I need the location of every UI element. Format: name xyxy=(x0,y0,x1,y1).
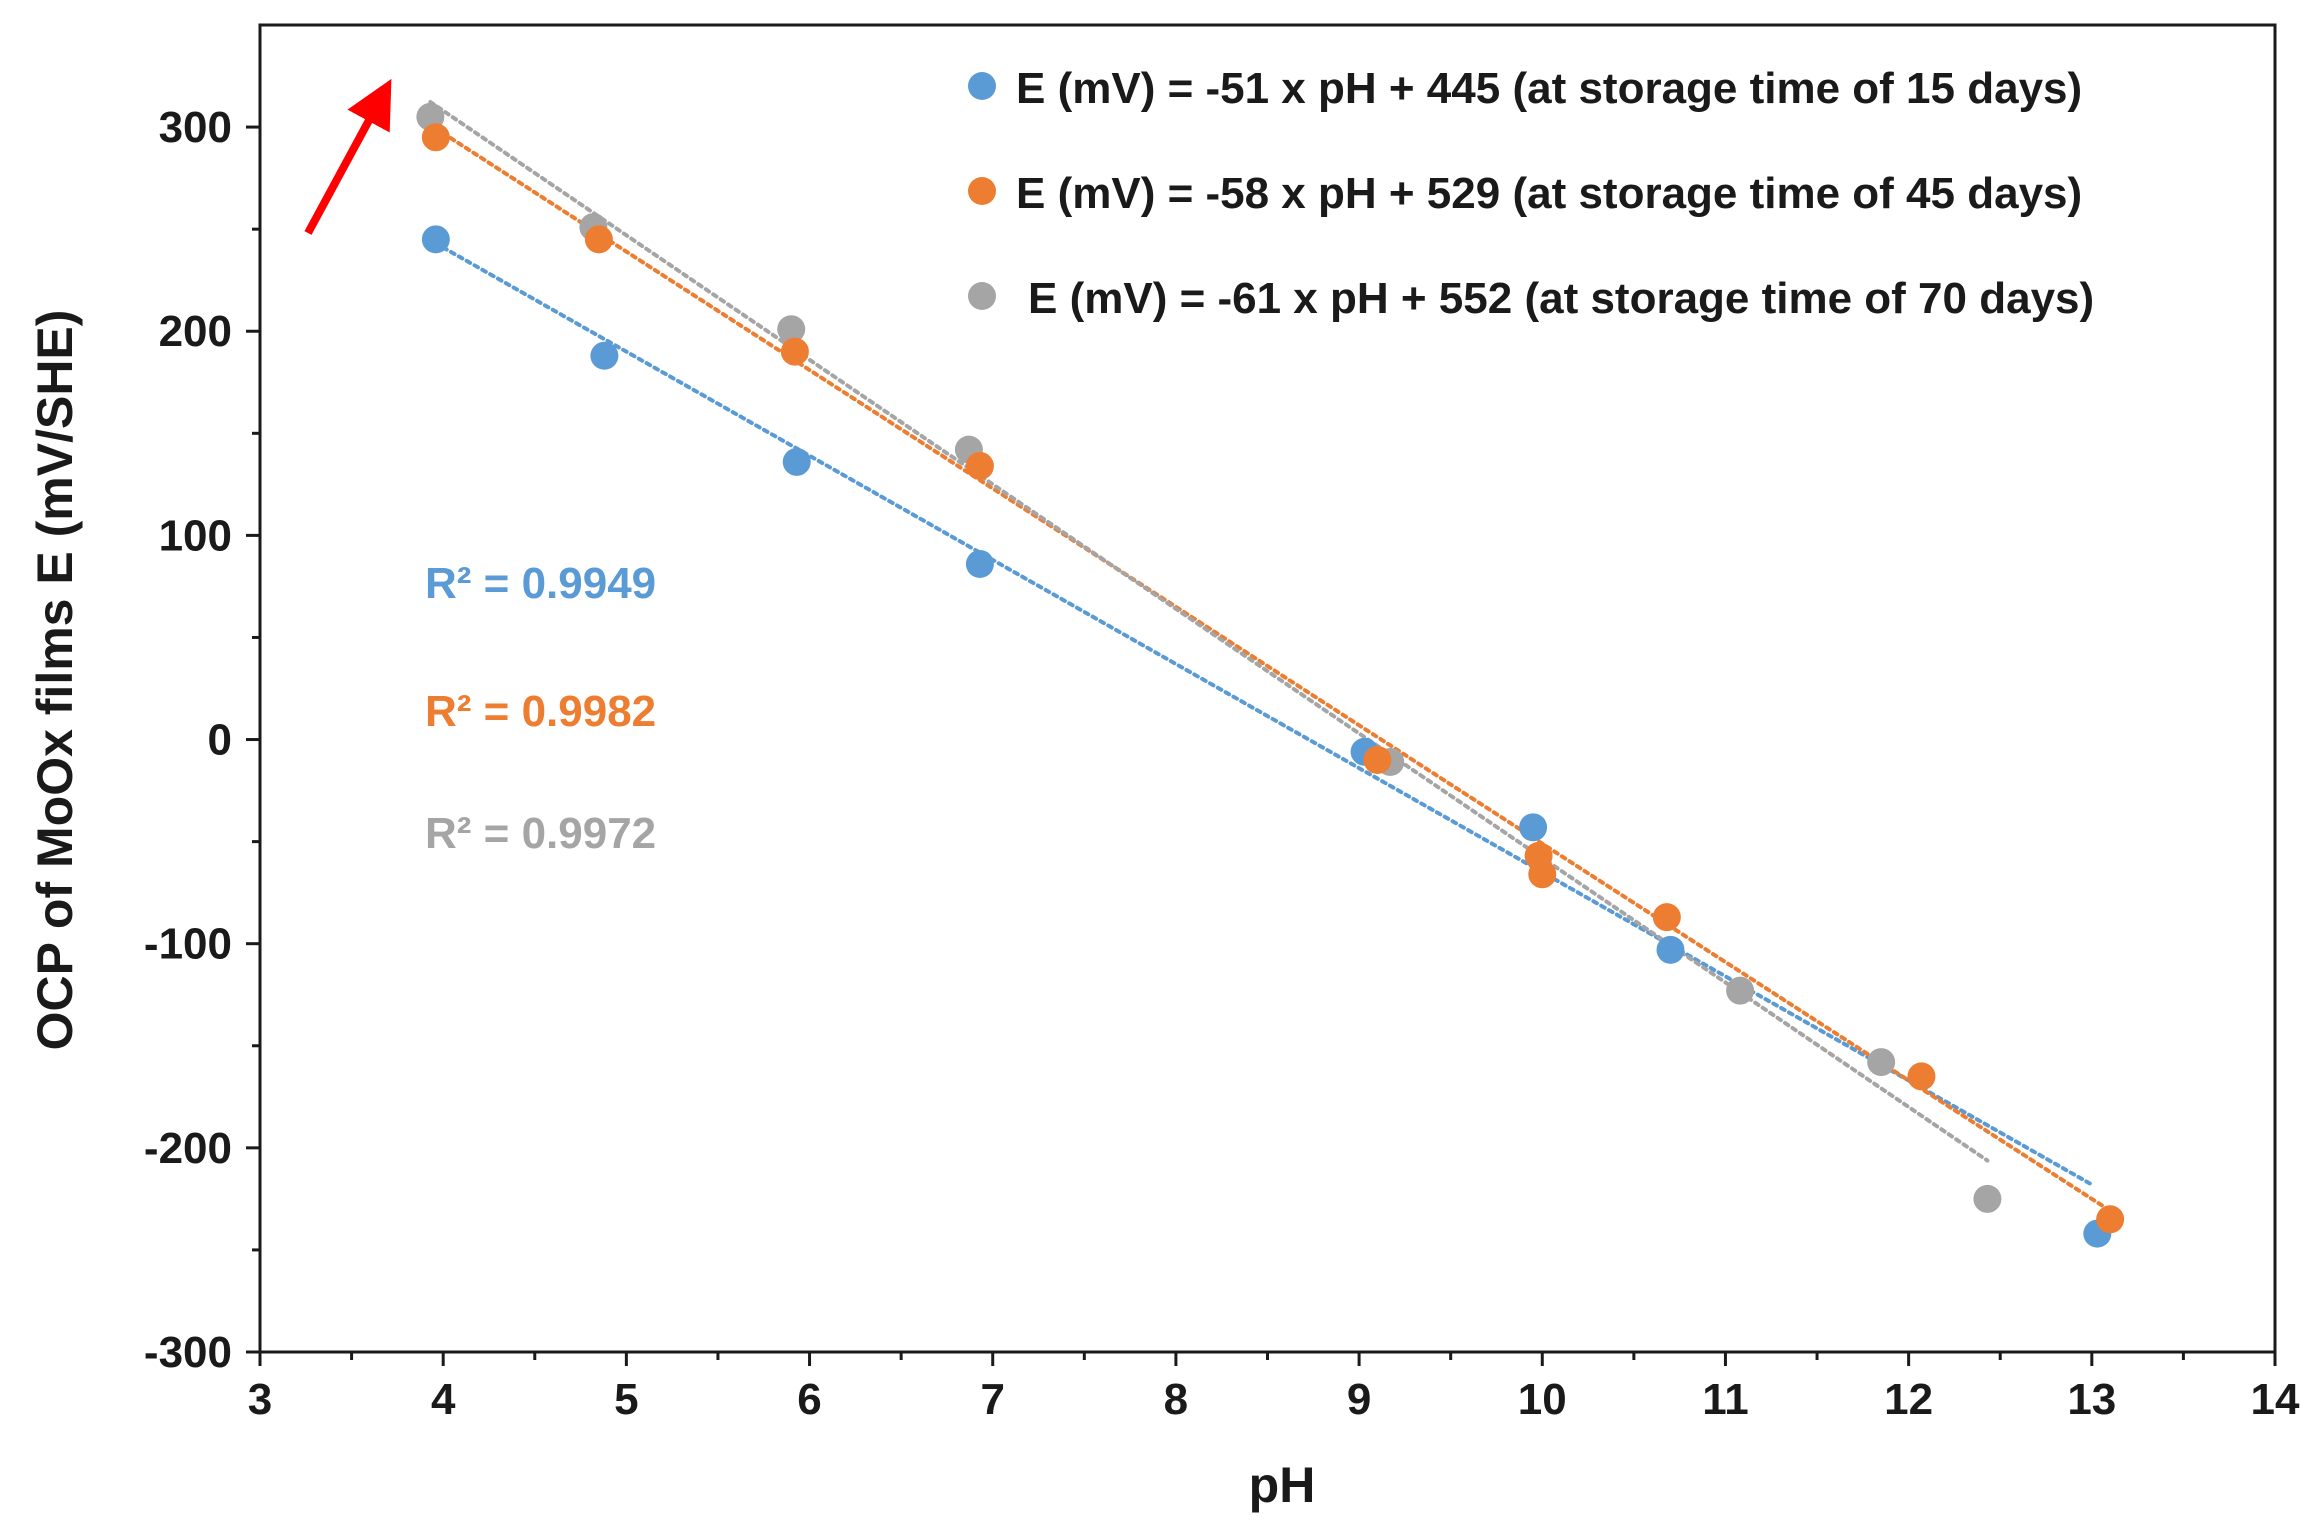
legend-marker-series-2 xyxy=(968,177,996,205)
y-axis-title: OCP of MoOx films E (mV/SHE) xyxy=(27,310,83,1051)
legend-label-series-2: E (mV) = -58 x pH + 529 (at storage time… xyxy=(1016,169,2082,218)
data-point-series-3 xyxy=(1867,1048,1896,1077)
data-point-series-3 xyxy=(777,315,806,344)
data-point-series-1 xyxy=(421,225,450,254)
legend-label-series-1: E (mV) = -51 x pH + 445 (at storage time… xyxy=(1016,64,2082,113)
data-point-series-1 xyxy=(1519,813,1548,842)
y-tick-label: -100 xyxy=(144,920,232,969)
data-point-series-2 xyxy=(1528,860,1557,889)
data-point-series-2 xyxy=(1907,1062,1936,1091)
x-tick-label: 12 xyxy=(1884,1375,1933,1424)
axis-labels: pH OCP of MoOx films E (mV/SHE) xyxy=(27,310,1315,1513)
x-tick-label: 13 xyxy=(2067,1375,2116,1424)
data-point-series-2 xyxy=(1363,745,1392,774)
data-point-series-2 xyxy=(421,123,450,152)
legend-label-series-3: E (mV) = -61 x pH + 552 (at storage time… xyxy=(1028,274,2094,323)
data-point-series-1 xyxy=(1656,935,1685,964)
y-tick-label: -300 xyxy=(144,1328,232,1377)
y-tick-label: 0 xyxy=(208,716,232,765)
x-axis-title: pH xyxy=(1249,1457,1316,1513)
data-point-series-2 xyxy=(584,225,613,254)
legend-marker-series-3 xyxy=(968,282,996,310)
r2-label-series-3: R² = 0.9972 xyxy=(425,809,656,858)
x-tick-label: 7 xyxy=(980,1375,1004,1424)
red-arrow xyxy=(304,78,392,235)
data-point-series-2 xyxy=(965,451,994,480)
data-point-series-2 xyxy=(1652,903,1681,932)
legend-marker-series-1 xyxy=(968,72,996,100)
x-tick-label: 3 xyxy=(248,1375,272,1424)
x-tick-label: 8 xyxy=(1164,1375,1188,1424)
x-tick-label: 11 xyxy=(1702,1375,1749,1424)
y-tick-label: 300 xyxy=(159,103,232,152)
y-tick-label: 100 xyxy=(159,511,232,560)
data-point-series-1 xyxy=(590,341,619,370)
trendlines xyxy=(428,100,2113,1213)
y-tick-label: 200 xyxy=(159,307,232,356)
r2-label-series-1: R² = 0.9949 xyxy=(425,559,656,608)
axes: 3 4 5 6 7 8 9 10 11 12 13 14 -300 -200 -100 0 100 200 300 xyxy=(144,23,2300,1424)
data-point-series-1 xyxy=(782,447,811,476)
data-point-series-3 xyxy=(1726,976,1755,1005)
data-point-series-1 xyxy=(965,549,994,578)
y-tick-label: -200 xyxy=(144,1124,232,1173)
r-squared-labels: R² = 0.9949 R² = 0.9982 R² = 0.9972 xyxy=(425,559,656,858)
x-tick-label: 4 xyxy=(431,1375,456,1424)
x-tick-label: 9 xyxy=(1347,1375,1371,1424)
trendline-series-1 xyxy=(441,245,2094,1187)
x-tick-label: 14 xyxy=(2251,1375,2300,1424)
trendline-series-3 xyxy=(428,100,1990,1163)
trendline-series-2 xyxy=(441,131,2113,1213)
data-point-series-2 xyxy=(2096,1205,2125,1234)
data-point-series-2 xyxy=(780,337,809,366)
x-tick-label: 5 xyxy=(614,1375,638,1424)
annotations xyxy=(304,78,392,235)
data-point-series-3 xyxy=(1973,1184,2002,1213)
x-tick-label: 6 xyxy=(797,1375,821,1424)
x-tick-label: 10 xyxy=(1518,1375,1567,1424)
data-points xyxy=(416,102,2125,1248)
r2-label-series-2: R² = 0.9982 xyxy=(425,687,656,736)
legend: E (mV) = -51 x pH + 445 (at storage time… xyxy=(968,64,2094,323)
